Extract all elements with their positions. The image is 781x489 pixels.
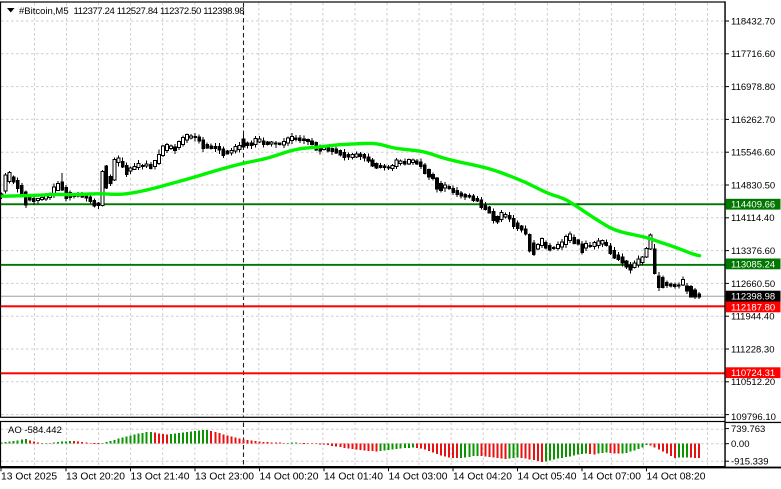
svg-text:110512.20: 110512.20: [731, 377, 775, 388]
svg-text:114409.66: 114409.66: [731, 200, 775, 211]
svg-text:14 Oct 04:20: 14 Oct 04:20: [453, 472, 512, 483]
svg-text:13 Oct 23:00: 13 Oct 23:00: [195, 472, 254, 483]
svg-text:14 Oct 08:20: 14 Oct 08:20: [647, 472, 706, 483]
svg-text:#Bitcoin,M5: #Bitcoin,M5: [19, 6, 69, 17]
svg-text:113085.24: 113085.24: [731, 259, 775, 270]
svg-text:14 Oct 07:00: 14 Oct 07:00: [582, 472, 641, 483]
svg-text:739.763: 739.763: [731, 424, 765, 435]
svg-text:118432.70: 118432.70: [731, 16, 775, 27]
svg-text:117716.60: 117716.60: [731, 49, 775, 60]
svg-text:114830.50: 114830.50: [731, 180, 775, 191]
svg-text:116978.80: 116978.80: [731, 82, 775, 93]
svg-text:112377.24 112527.84 112372.50: 112377.24 112527.84 112372.50 112398.98: [74, 6, 245, 17]
svg-text:113376.60: 113376.60: [731, 246, 775, 257]
svg-text:112660.50: 112660.50: [731, 279, 775, 290]
svg-text:14 Oct 05:40: 14 Oct 05:40: [518, 472, 577, 483]
svg-text:AO -584.442: AO -584.442: [8, 425, 62, 436]
svg-text:112398.98: 112398.98: [731, 292, 775, 303]
svg-text:114114.40: 114114.40: [731, 213, 775, 224]
svg-text:115546.60: 115546.60: [731, 148, 775, 159]
svg-text:111228.30: 111228.30: [731, 344, 775, 355]
svg-text:112187.80: 112187.80: [731, 302, 775, 313]
svg-text:13 Oct 21:40: 13 Oct 21:40: [131, 472, 190, 483]
svg-text:14 Oct 00:20: 14 Oct 00:20: [260, 472, 319, 483]
svg-text:111944.40: 111944.40: [731, 312, 775, 323]
svg-text:0.00: 0.00: [731, 439, 750, 450]
svg-text:110724.31: 110724.31: [731, 368, 775, 379]
svg-text:109796.10: 109796.10: [731, 412, 776, 423]
svg-text:13 Oct 20:20: 13 Oct 20:20: [66, 472, 125, 483]
svg-text:13 Oct 2025: 13 Oct 2025: [1, 472, 57, 483]
svg-text:14 Oct 03:00: 14 Oct 03:00: [389, 472, 448, 483]
svg-text:116262.70: 116262.70: [731, 115, 775, 126]
svg-text:14 Oct 01:40: 14 Oct 01:40: [324, 472, 383, 483]
svg-text:-915.339: -915.339: [731, 457, 769, 468]
